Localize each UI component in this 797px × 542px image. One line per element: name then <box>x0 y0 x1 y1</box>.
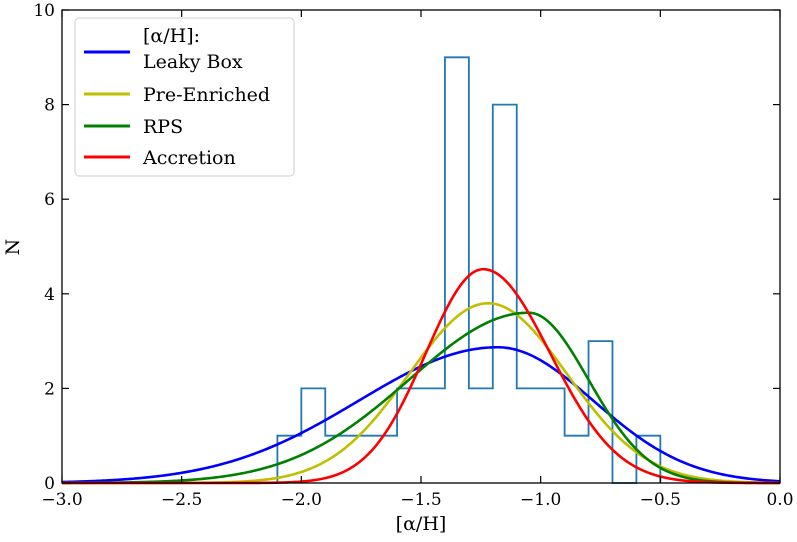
axis-ticks: −3.0 −2.5 −2.0 −1.5 −1.0 −0.5 0.0 0 2 4 6 8 10 <box>33 1 793 510</box>
x-tick-label: −1.5 <box>400 490 441 510</box>
x-tick-label: −3.0 <box>41 490 82 510</box>
x-tick-label: −2.5 <box>161 490 202 510</box>
y-tick-label: 8 <box>44 96 55 116</box>
x-tick-label: −0.5 <box>640 490 681 510</box>
x-tick-label: −1.0 <box>520 490 561 510</box>
histogram <box>276 56 662 484</box>
x-tick-label: 0.0 <box>766 490 793 510</box>
y-tick-label: 0 <box>44 474 55 494</box>
legend: [α/H]: Leaky Box Pre-Enriched RPS Accret… <box>74 17 295 177</box>
x-tick-label: −2.0 <box>281 490 322 510</box>
y-axis-label: N <box>2 239 24 256</box>
legend-label-leaky-box: Leaky Box <box>143 51 243 73</box>
legend-label-accretion: Accretion <box>142 147 236 169</box>
y-tick-label: 10 <box>33 1 55 21</box>
y-tick-label: 4 <box>44 285 55 305</box>
legend-label-pre-enriched: Pre-Enriched <box>143 84 270 106</box>
y-tick-label: 6 <box>44 190 55 210</box>
x-axis-label: [α/H] <box>396 513 447 535</box>
y-tick-label: 2 <box>44 379 55 399</box>
histogram-steps <box>276 56 662 484</box>
legend-title: [α/H]: <box>143 25 200 47</box>
legend-box <box>74 17 295 177</box>
legend-label-rps: RPS <box>143 116 183 138</box>
